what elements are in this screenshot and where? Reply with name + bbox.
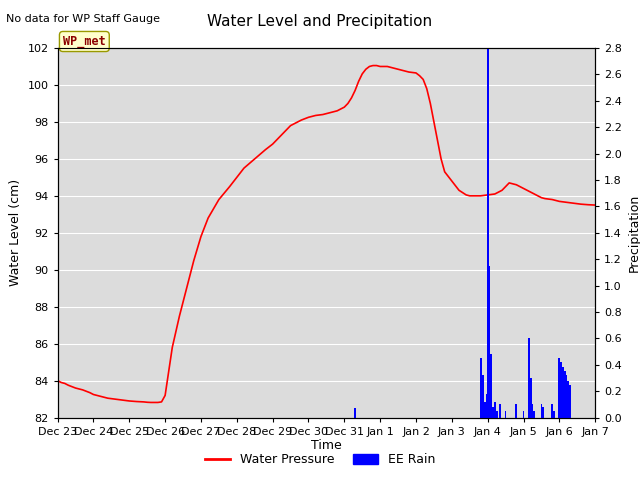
- Bar: [569, 384, 571, 418]
- Bar: [499, 404, 501, 418]
- Bar: [566, 375, 568, 418]
- Bar: [562, 368, 564, 418]
- Bar: [533, 411, 535, 418]
- Bar: [482, 375, 484, 418]
- Text: Water Level and Precipitation: Water Level and Precipitation: [207, 14, 433, 29]
- Bar: [528, 338, 530, 418]
- Bar: [560, 362, 562, 418]
- Bar: [551, 404, 553, 418]
- Bar: [487, 48, 488, 418]
- Y-axis label: Precipitation: Precipitation: [628, 193, 640, 272]
- Bar: [484, 402, 486, 418]
- Bar: [505, 411, 506, 418]
- Bar: [564, 372, 566, 418]
- Bar: [553, 411, 555, 418]
- X-axis label: Time: Time: [311, 439, 342, 453]
- Bar: [494, 402, 496, 418]
- Text: WP_met: WP_met: [63, 35, 106, 48]
- Bar: [515, 404, 517, 418]
- Bar: [488, 266, 490, 418]
- Bar: [486, 394, 488, 418]
- Bar: [530, 378, 532, 418]
- Bar: [532, 404, 533, 418]
- Bar: [568, 381, 569, 418]
- Legend: Water Pressure, EE Rain: Water Pressure, EE Rain: [200, 448, 440, 471]
- Bar: [559, 358, 560, 418]
- Bar: [481, 358, 482, 418]
- Bar: [496, 411, 497, 418]
- Y-axis label: Water Level (cm): Water Level (cm): [9, 179, 22, 287]
- Text: No data for WP Staff Gauge: No data for WP Staff Gauge: [6, 14, 161, 24]
- Bar: [523, 411, 524, 418]
- Bar: [490, 354, 492, 418]
- Bar: [354, 408, 356, 418]
- Bar: [542, 407, 544, 418]
- Bar: [492, 407, 494, 418]
- Bar: [541, 404, 542, 418]
